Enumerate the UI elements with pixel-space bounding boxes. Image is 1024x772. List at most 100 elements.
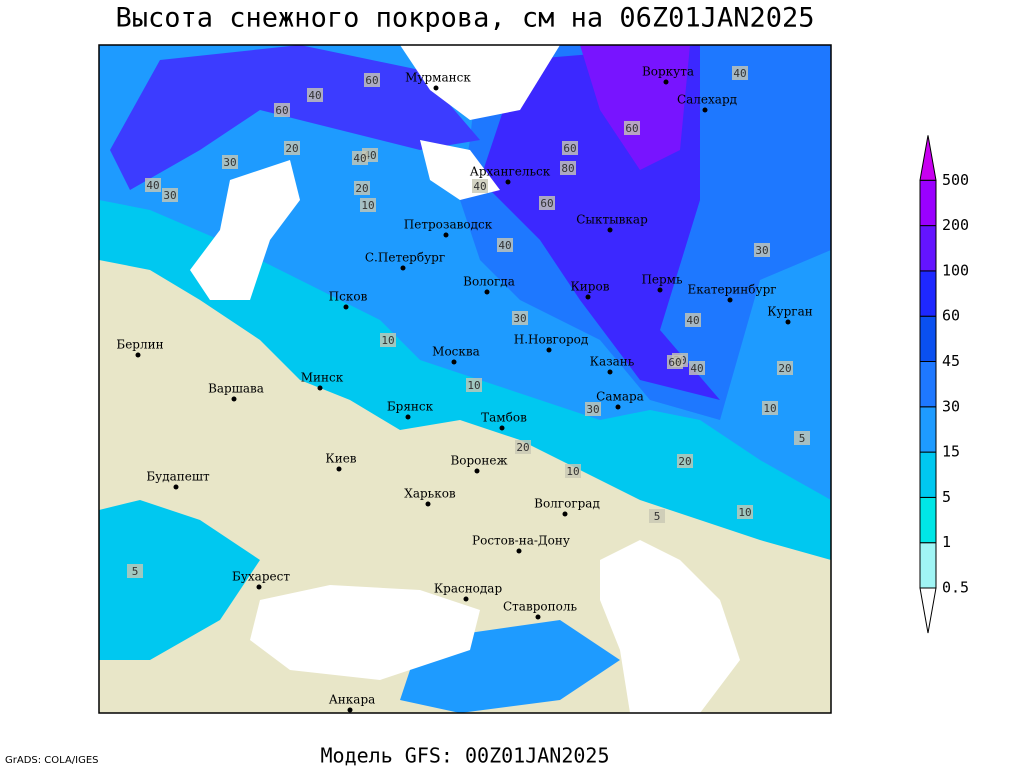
city-dot	[433, 85, 439, 91]
contour-label-box	[794, 431, 810, 445]
map: Мурманск Архангельск Петрозаводск С.Петербу…	[99, 45, 831, 713]
title: Высота снежного покрова, см на 06Z01JAN2…	[116, 3, 815, 34]
contour-label-box	[162, 188, 178, 202]
city-label: Мурманск	[405, 71, 471, 85]
colorbar-label: 15	[942, 443, 960, 461]
city-label: Будапешт	[146, 470, 210, 484]
city-label: Киров	[571, 280, 610, 294]
contour-label-box	[689, 361, 705, 375]
colorbar-segment	[919, 451, 937, 498]
city-label: Брянск	[387, 400, 434, 414]
map-frame	[98, 44, 832, 714]
contour-label: 40	[473, 180, 486, 193]
city-label: Краснодар	[434, 582, 503, 596]
contour-label-box	[624, 121, 640, 135]
contour-label: 20	[285, 142, 298, 155]
city-dot	[347, 707, 353, 713]
city-label: Воронеж	[450, 454, 507, 468]
contour-label: 20	[355, 182, 368, 195]
city-dot	[425, 501, 431, 507]
contour-label-box	[667, 355, 683, 369]
city-dot	[135, 352, 141, 358]
contour-label-box	[762, 401, 778, 415]
city-label: Ростов-на-Дону	[472, 534, 570, 548]
colorbar-label: 100	[942, 261, 969, 279]
contour-label: 30	[513, 312, 526, 325]
city-label: Архангельск	[470, 165, 551, 179]
city-label: Сыктывкар	[576, 213, 648, 227]
colorbar-low	[919, 587, 937, 634]
city-label: Салехард	[677, 93, 737, 107]
contour-label-box	[472, 179, 488, 193]
contour-label-box	[145, 178, 161, 192]
colorbar-label: 30	[942, 397, 960, 415]
city-dot	[484, 289, 490, 295]
contour-label: 20	[678, 455, 691, 468]
contour-label: 60	[625, 122, 638, 135]
contour-label: 30	[755, 244, 768, 257]
colorbar-segment	[919, 179, 937, 227]
colorbar-label: 200	[942, 216, 969, 234]
city-label: Псков	[329, 290, 368, 304]
contour-label-box	[466, 378, 482, 392]
colorbar-segment	[919, 270, 937, 317]
city-label: Ставрополь	[503, 600, 577, 614]
contour-label: 80	[561, 162, 574, 175]
city-label: Тамбов	[481, 411, 527, 425]
colorbar-label: 0.5	[942, 579, 969, 597]
contour-label: 60	[540, 197, 553, 210]
contour-label-box	[512, 311, 528, 325]
city-label: Пермь	[641, 273, 683, 287]
contour-label: 10	[566, 465, 579, 478]
colorbar-segment	[919, 225, 937, 272]
contour-label-box	[284, 141, 300, 155]
model-caption: Модель GFS: 00Z01JAN2025	[321, 744, 610, 768]
contour-label-box	[585, 402, 601, 416]
contour-label: 40	[353, 152, 366, 165]
contour-label: 40	[146, 179, 159, 192]
contour-label-box	[354, 181, 370, 195]
contour-label-box	[364, 73, 380, 87]
city-label: Воркута	[642, 65, 694, 79]
contour-label-box	[127, 564, 143, 578]
city-label: Екатеринбург	[687, 283, 776, 297]
city-dot	[585, 294, 591, 300]
city-label: Харьков	[404, 487, 456, 501]
colorbar-label: 1	[942, 533, 951, 551]
city-dot	[727, 297, 733, 303]
colorbar-label: 45	[942, 352, 960, 370]
contour-label-box	[497, 238, 513, 252]
contour-label: 20	[778, 362, 791, 375]
city-dot	[443, 232, 449, 238]
city-dot	[663, 79, 669, 85]
contour-label-box	[352, 151, 368, 165]
city-label: Варшава	[208, 382, 264, 396]
contour-label: 60	[668, 356, 681, 369]
contour-label: 20	[516, 441, 529, 454]
city-dot	[607, 369, 613, 375]
colorbar-label: 60	[942, 307, 960, 325]
contour-label-box	[685, 313, 701, 327]
contour-label-box	[562, 141, 578, 155]
contour-label: 30	[586, 403, 599, 416]
contour-label: 5	[799, 432, 806, 445]
contour-label-box	[754, 243, 770, 257]
contour-label-box	[307, 88, 323, 102]
colorbar-label: 500	[942, 171, 969, 189]
city-dot	[451, 359, 457, 365]
city-dot	[657, 287, 663, 293]
contour-label-box	[380, 333, 396, 347]
city-dot	[173, 484, 179, 490]
city-dot	[516, 548, 522, 554]
city-dot	[505, 179, 511, 185]
contour-label-box	[515, 440, 531, 454]
colorbar-high	[919, 135, 937, 181]
contour-label-box	[732, 66, 748, 80]
city-dot	[499, 425, 505, 431]
contour-label-box	[360, 198, 376, 212]
colorbar-segment	[919, 542, 937, 589]
city-dot	[785, 319, 791, 325]
city-label: Курган	[767, 305, 812, 319]
colorbar-segment	[919, 361, 937, 408]
